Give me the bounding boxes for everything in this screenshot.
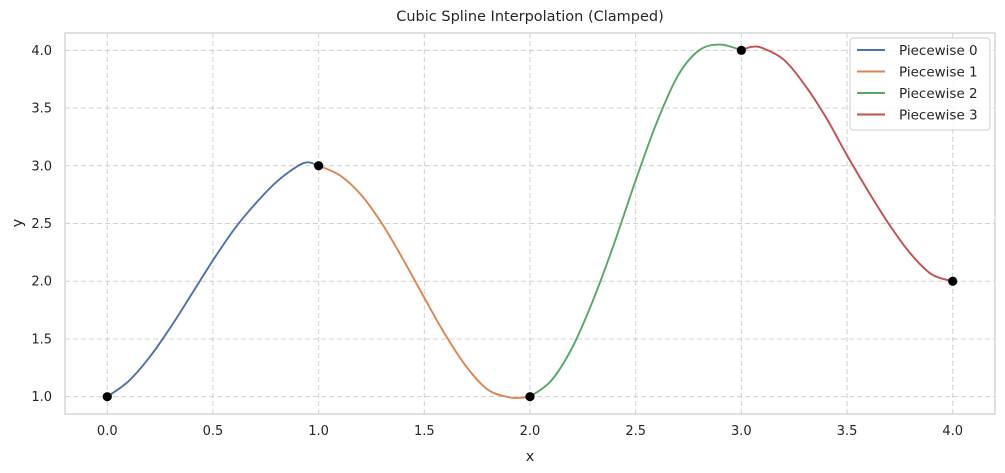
y-tick-labels: 1.0 1.5 2.0 2.5 3.0 3.5 4.0 xyxy=(31,44,52,405)
series-line-piecewise-2 xyxy=(529,43,743,398)
legend-label: Piecewise 2 xyxy=(899,86,978,102)
knot-point xyxy=(525,392,535,402)
x-tick-label: 4.0 xyxy=(942,424,963,439)
x-tick-label: 2.5 xyxy=(625,424,646,439)
y-tick-label: 1.0 xyxy=(31,390,52,405)
legend-label: Piecewise 1 xyxy=(899,65,978,81)
legend-box xyxy=(849,37,991,131)
x-tick-label: 3.0 xyxy=(731,424,752,439)
y-tick-label: 2.5 xyxy=(31,217,52,232)
plot-frame xyxy=(64,32,996,415)
grid-lines xyxy=(65,33,995,414)
series-line-piecewise-3 xyxy=(740,45,954,283)
x-tick-labels: 0.0 0.5 1.0 1.5 2.0 2.5 3.0 3.5 4.0 xyxy=(97,424,963,439)
x-tick-label: 0.0 xyxy=(97,424,118,439)
legend-label: Piecewise 3 xyxy=(899,108,978,124)
y-axis-label: y xyxy=(10,218,26,227)
x-axis-label: x xyxy=(526,449,535,465)
knot-points xyxy=(102,45,958,402)
knot-point xyxy=(736,45,746,55)
y-tick-label: 4.0 xyxy=(31,44,52,59)
y-tick-label: 2.0 xyxy=(31,275,52,290)
x-tick-label: 1.5 xyxy=(414,424,435,439)
knot-point xyxy=(102,392,112,402)
series-lines xyxy=(106,43,954,400)
y-tick-label: 1.5 xyxy=(31,332,52,347)
chart-title: Cubic Spline Interpolation (Clamped) xyxy=(396,9,664,25)
series-line-piecewise-1 xyxy=(317,164,531,400)
y-tick-label: 3.5 xyxy=(31,102,52,117)
legend-label: Piecewise 0 xyxy=(899,43,978,59)
y-tick-label: 3.0 xyxy=(31,159,52,174)
x-tick-label: 2.0 xyxy=(520,424,541,439)
series-line-piecewise-0 xyxy=(106,161,320,398)
x-tick-label: 3.5 xyxy=(837,424,858,439)
knot-point xyxy=(948,276,958,286)
knot-point xyxy=(314,161,324,171)
x-tick-label: 0.5 xyxy=(203,424,224,439)
legend: Piecewise 0 Piecewise 1 Piecewise 2 Piecewi… xyxy=(849,37,991,131)
x-tick-label: 1.0 xyxy=(308,424,329,439)
